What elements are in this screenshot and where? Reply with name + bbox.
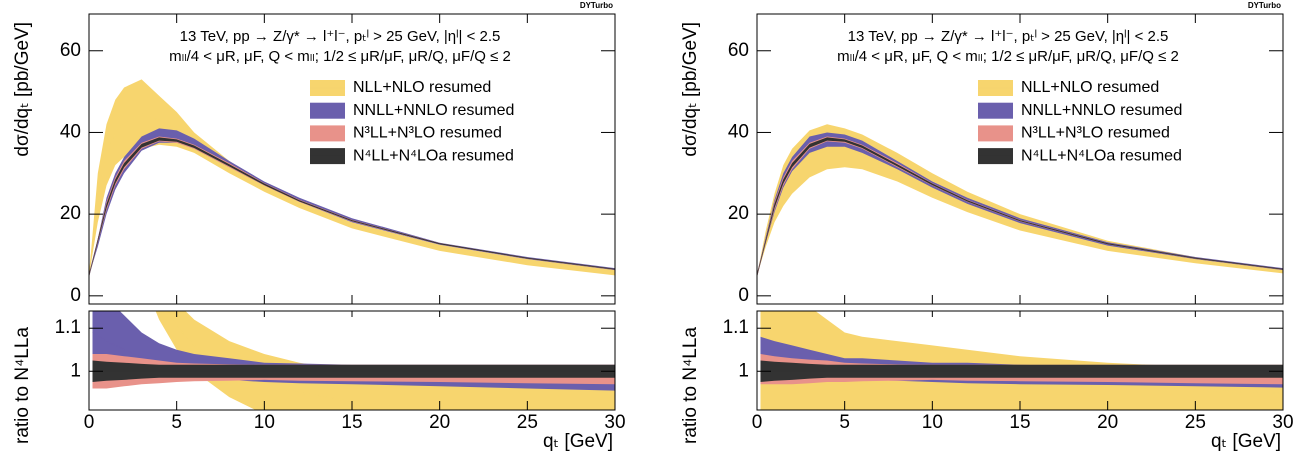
x-axis-label: qₜ [GeV] <box>1211 431 1281 452</box>
band-center <box>89 138 615 276</box>
legend-label: NNLL+NNLO resumed <box>1021 102 1182 119</box>
y-axis-label: ratio to N⁴LLa <box>680 327 701 444</box>
x-tick-label: 15 <box>1009 412 1030 433</box>
y-tick-label: 0 <box>70 285 81 306</box>
x-tick-label: 20 <box>1097 412 1118 433</box>
band <box>89 79 615 276</box>
band <box>89 136 615 276</box>
y-axis-label: dσ/dqₜ [pb/GeV] <box>12 22 33 157</box>
main-plot <box>89 79 615 276</box>
y-axis-label: ratio to N⁴LLa <box>12 327 33 444</box>
y-tick-label: 60 <box>728 40 749 61</box>
annotation: mₗₗ/4 < μR, μF, Q < mₗₗ; 1/2 ≤ μR/μF, μR… <box>169 48 511 65</box>
legend-label: N³LL+N³LO resumed <box>353 125 502 142</box>
band <box>89 137 615 276</box>
x-tick-label: 30 <box>604 412 625 433</box>
x-tick-label: 5 <box>171 412 182 433</box>
y-tick-label: 1 <box>70 360 81 381</box>
annotation: 13 TeV, pp → Z/γ* → l⁺l⁻, pₜˡ > 25 GeV, … <box>848 28 1169 45</box>
x-tick-label: 25 <box>1185 412 1206 433</box>
band-center <box>89 134 615 276</box>
y-tick-label: 0 <box>738 285 749 306</box>
y-tick-label: 20 <box>60 203 81 224</box>
band <box>760 311 1283 410</box>
watermark: DYTurbo <box>1248 1 1281 10</box>
annotation: 13 TeV, pp → Z/γ* → l⁺l⁻, pₜˡ > 25 GeV, … <box>180 28 501 45</box>
ratio-plot <box>760 311 1283 410</box>
legend-label: NLL+NLO resumed <box>353 79 491 96</box>
x-axis-label: qₜ [GeV] <box>543 431 613 452</box>
annotation: mₗₗ/4 < μR, μF, Q < mₗₗ; 1/2 ≤ μR/μF, μR… <box>837 48 1179 65</box>
y-tick-label: 1.1 <box>723 317 749 338</box>
y-tick-label: 1 <box>738 360 749 381</box>
x-tick-label: 0 <box>84 412 95 433</box>
x-tick-label: 10 <box>254 412 275 433</box>
x-tick-label: 0 <box>752 412 763 433</box>
legend-label: N⁴LL+N⁴LOa resumed <box>1021 147 1182 164</box>
y-tick-label: 1.1 <box>55 317 81 338</box>
legend-label: N³LL+N³LO resumed <box>1021 125 1170 142</box>
y-axis-label: dσ/dqₜ [pb/GeV] <box>680 22 701 157</box>
y-tick-label: 20 <box>728 203 749 224</box>
ratio-plot <box>92 311 615 410</box>
legend-label: N⁴LL+N⁴LOa resumed <box>353 147 514 164</box>
x-tick-label: 20 <box>429 412 450 433</box>
band-center <box>89 138 615 276</box>
y-tick-label: 60 <box>60 40 81 61</box>
x-tick-label: 10 <box>922 412 943 433</box>
legend-label: NNLL+NNLO resumed <box>353 102 514 119</box>
band <box>89 128 615 276</box>
y-tick-label: 40 <box>728 121 749 142</box>
band-center <box>757 138 1283 276</box>
main-plot <box>757 124 1283 276</box>
x-tick-label: 25 <box>517 412 538 433</box>
watermark: DYTurbo <box>580 1 613 10</box>
x-tick-label: 15 <box>341 412 362 433</box>
x-tick-label: 5 <box>839 412 850 433</box>
x-tick-label: 30 <box>1272 412 1293 433</box>
legend-label: NLL+NLO resumed <box>1021 79 1159 96</box>
y-tick-label: 40 <box>60 121 81 142</box>
